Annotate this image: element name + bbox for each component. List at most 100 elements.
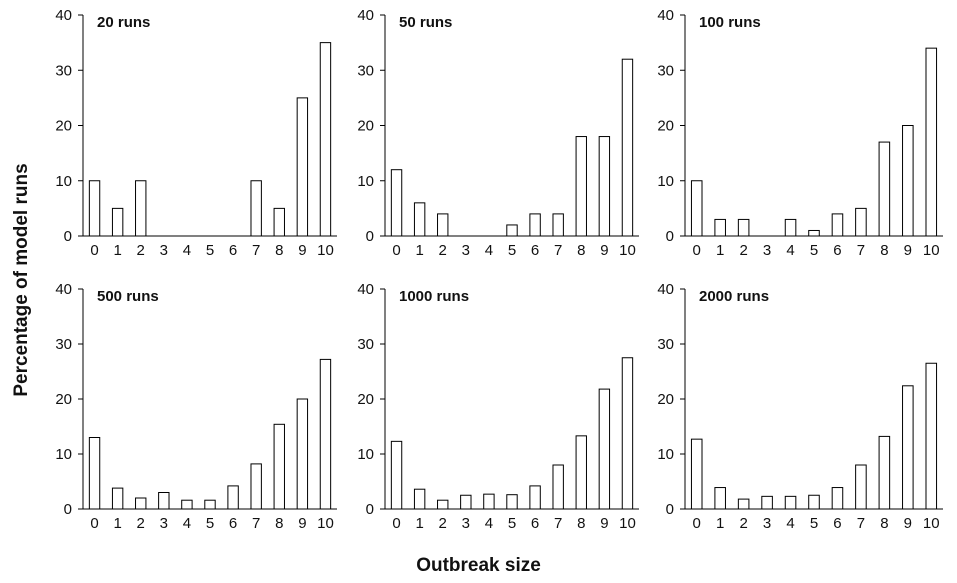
x-tick-label: 6: [229, 515, 237, 532]
x-tick-label: 8: [275, 515, 283, 532]
y-tick-label: 40: [657, 281, 674, 298]
panel-title: 100 runs: [699, 14, 761, 31]
x-tick-label: 3: [160, 242, 168, 259]
x-tick-label: 0: [90, 242, 98, 259]
x-tick-label: 3: [763, 515, 771, 532]
bar: [552, 213, 564, 237]
y-tick-label: 30: [657, 62, 674, 79]
y-tick-label: 0: [366, 501, 374, 518]
x-tick-label: 5: [508, 515, 516, 532]
x-tick-label: 1: [415, 242, 423, 259]
y-tick-label: 20: [357, 391, 374, 408]
bar: [831, 487, 844, 510]
x-tick-label: 10: [619, 242, 636, 259]
bar: [204, 499, 216, 510]
x-tick-label: 5: [810, 242, 818, 259]
x-tick-label: 9: [600, 515, 608, 532]
y-tick-label: 30: [357, 62, 374, 79]
bar: [784, 218, 797, 237]
x-tick-label: 7: [857, 515, 865, 532]
bar: [529, 213, 541, 237]
panel-title: 20 runs: [97, 14, 150, 31]
y-tick-label: 20: [55, 391, 72, 408]
bar: [737, 218, 750, 237]
x-tick-label: 1: [113, 515, 121, 532]
x-tick-label: 4: [183, 242, 191, 259]
x-tick-label: 7: [554, 515, 562, 532]
bar: [552, 464, 564, 510]
x-tick-label: 8: [577, 515, 585, 532]
bar: [575, 136, 587, 237]
panel-title: 1000 runs: [399, 288, 469, 305]
x-tick-label: 0: [693, 515, 701, 532]
x-tick-label: 10: [317, 242, 334, 259]
bar: [250, 463, 262, 510]
y-tick-label: 20: [55, 118, 72, 135]
bar: [878, 141, 891, 237]
x-tick-label: 7: [252, 242, 260, 259]
y-tick-label: 20: [657, 391, 674, 408]
bar: [296, 398, 309, 510]
bar: [598, 136, 611, 237]
bar: [460, 494, 472, 510]
bar: [319, 358, 332, 510]
x-axis-label: Outbreak size: [416, 555, 541, 576]
y-tick-label: 40: [55, 7, 72, 24]
bar: [925, 362, 938, 510]
x-tick-label: 9: [298, 515, 306, 532]
x-tick-label: 3: [763, 242, 771, 259]
x-tick-label: 2: [439, 515, 447, 532]
y-tick-label: 10: [55, 173, 72, 190]
bar: [111, 487, 124, 510]
x-tick-label: 1: [716, 515, 724, 532]
x-tick-label: 6: [229, 242, 237, 259]
bar: [598, 388, 611, 510]
x-tick-label: 0: [693, 242, 701, 259]
y-tick-label: 40: [657, 7, 674, 24]
bar: [158, 492, 170, 510]
y-tick-label: 10: [657, 446, 674, 463]
x-tick-label: 7: [857, 242, 865, 259]
bar: [483, 493, 495, 510]
panel-title: 2000 runs: [699, 288, 769, 305]
panel-title: 500 runs: [97, 288, 159, 305]
panel-title: 50 runs: [399, 14, 452, 31]
x-tick-label: 6: [833, 515, 841, 532]
y-tick-label: 10: [657, 173, 674, 190]
bar: [902, 385, 914, 510]
x-tick-label: 2: [137, 515, 145, 532]
bar: [737, 498, 750, 510]
bar: [714, 218, 726, 237]
x-tick-label: 6: [531, 515, 539, 532]
x-tick-label: 1: [415, 515, 423, 532]
x-tick-label: 8: [880, 242, 888, 259]
y-tick-label: 30: [657, 336, 674, 353]
y-tick-label: 40: [55, 281, 72, 298]
x-tick-label: 2: [439, 242, 447, 259]
x-tick-label: 4: [786, 515, 794, 532]
x-tick-label: 3: [462, 242, 470, 259]
y-tick-label: 30: [357, 336, 374, 353]
x-tick-label: 8: [577, 242, 585, 259]
bar: [227, 485, 239, 510]
x-tick-label: 6: [531, 242, 539, 259]
bar: [808, 229, 820, 237]
x-tick-label: 7: [252, 515, 260, 532]
y-tick-label: 0: [366, 228, 374, 245]
y-tick-label: 0: [666, 228, 674, 245]
x-tick-label: 5: [206, 515, 214, 532]
bar: [925, 47, 938, 237]
bar: [506, 494, 518, 510]
bar: [808, 494, 820, 510]
bar: [621, 58, 634, 237]
y-tick-label: 30: [55, 62, 72, 79]
x-tick-label: 1: [716, 242, 724, 259]
y-tick-label: 20: [657, 118, 674, 135]
